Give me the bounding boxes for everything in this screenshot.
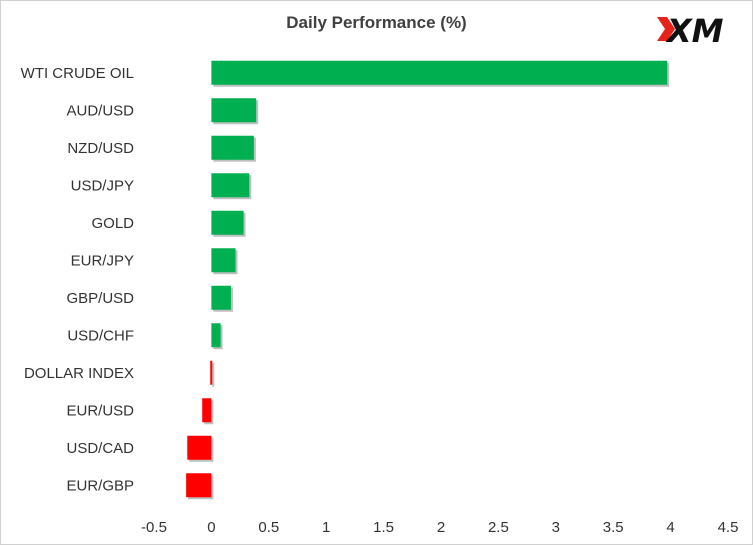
xm-logo: XM xyxy=(657,12,724,47)
category-label: EUR/JPY xyxy=(71,252,134,269)
chart-title: Daily Performance (%) xyxy=(286,13,467,32)
bar xyxy=(211,248,236,273)
bar-shadow xyxy=(212,362,215,387)
category-label: GBP/USD xyxy=(66,290,134,307)
category-label: EUR/USD xyxy=(66,402,134,419)
x-tick-label: 0 xyxy=(207,519,215,536)
bar xyxy=(211,98,257,123)
x-tick-label: 4.5 xyxy=(718,519,739,536)
x-tick-label: 1.5 xyxy=(373,519,394,536)
bar xyxy=(187,435,212,460)
category-label: USD/JPY xyxy=(71,177,134,194)
category-label: NZD/USD xyxy=(67,140,134,157)
category-label: EUR/GBP xyxy=(66,477,134,494)
x-tick-label: 1 xyxy=(322,519,330,536)
bar xyxy=(186,473,212,498)
category-label: USD/CAD xyxy=(66,440,134,457)
category-label: GOLD xyxy=(91,215,134,232)
bar xyxy=(210,360,213,385)
bar xyxy=(211,60,668,85)
category-label: WTI CRUDE OIL xyxy=(21,65,134,82)
x-tick-label: 3.5 xyxy=(603,519,624,536)
x-tick-label: 2.5 xyxy=(488,519,509,536)
bar xyxy=(211,285,231,310)
bar xyxy=(211,173,250,198)
x-tick-label: 2 xyxy=(437,519,445,536)
bar xyxy=(202,398,212,423)
x-tick-label: 3 xyxy=(552,519,560,536)
category-label: DOLLAR INDEX xyxy=(24,365,134,382)
logo-text: XM xyxy=(665,12,724,47)
bar xyxy=(211,323,221,348)
x-tick-label: 4 xyxy=(666,519,674,536)
x-tick-label: 0.5 xyxy=(258,519,279,536)
x-tick-label: -0.5 xyxy=(141,519,167,536)
bar xyxy=(211,135,254,160)
logo-accent-mark xyxy=(657,17,675,41)
category-label: AUD/USD xyxy=(66,102,134,119)
category-label: USD/CHF xyxy=(67,327,134,344)
bar xyxy=(211,210,244,235)
